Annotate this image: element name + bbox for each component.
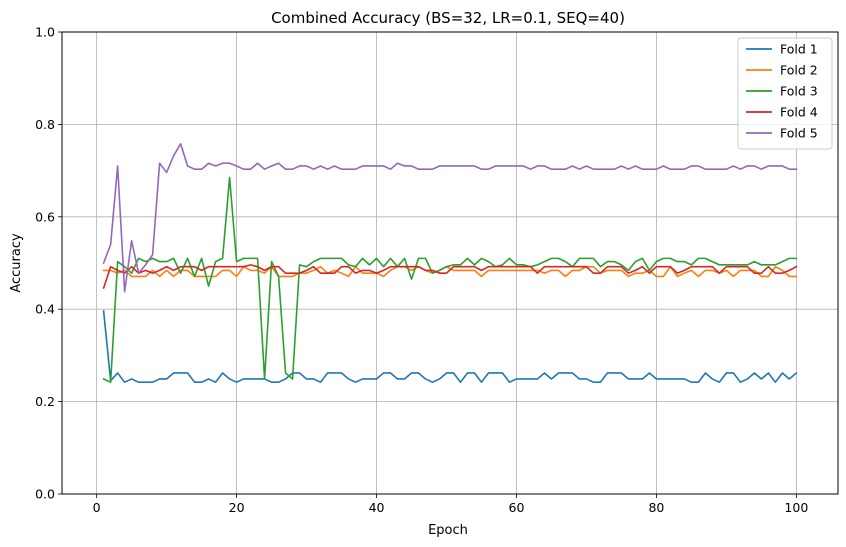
x-tick-label: 100 [784,500,808,515]
legend: Fold 1 Fold 2 Fold 3 Fold 4 Fold 5 [737,37,833,150]
legend-label: Fold 1 [780,42,818,57]
series-line-fold-5 [102,143,798,293]
y-axis-label: Accuracy [9,233,24,293]
legend-label: Fold 2 [780,63,818,78]
y-tick-label: 1.0 [35,25,55,40]
plot-frame [61,31,839,495]
x-tick-label: 20 [229,500,245,515]
axis-ticks: 0 20 40 60 80 100 0.0 0.2 0.4 0.6 0.8 1.0 [35,25,808,516]
series-line-fold-4 [102,264,798,289]
y-tick-label: 0.6 [35,209,55,224]
legend-box [737,37,833,150]
legend-label: Fold 5 [780,126,818,141]
x-tick-label: 60 [509,500,525,515]
legend-label: Fold 3 [780,84,818,99]
y-tick-label: 0.8 [35,117,55,132]
chart-title: Combined Accuracy (BS=32, LR=0.1, SEQ=40… [271,9,625,27]
x-tick-label: 80 [648,500,664,515]
y-tick-label: 0.4 [35,302,55,317]
legend-label: Fold 4 [780,105,818,120]
y-tick-label: 0.0 [35,487,55,502]
x-tick-label: 40 [369,500,385,515]
series-line-fold-1 [102,310,798,384]
series-line-fold-2 [102,265,798,278]
x-tick-label: 0 [93,500,101,515]
series-lines [102,143,798,384]
x-axis-label: Epoch [428,523,468,538]
y-tick-label: 0.2 [35,394,55,409]
series-line-fold-3 [102,176,798,384]
